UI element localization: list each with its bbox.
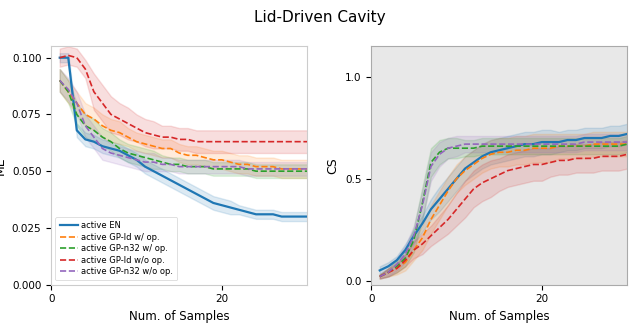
Text: Lid-Driven Cavity: Lid-Driven Cavity [254, 10, 386, 25]
X-axis label: Num. of Samples: Num. of Samples [449, 310, 550, 323]
Y-axis label: ME: ME [0, 156, 6, 175]
Y-axis label: CS: CS [326, 157, 339, 174]
X-axis label: Num. of Samples: Num. of Samples [129, 310, 230, 323]
Legend: active EN, active GP-ld w/ op., active GP-n32 w/ op., active GP-ld w/o op., acti: active EN, active GP-ld w/ op., active G… [56, 217, 177, 280]
